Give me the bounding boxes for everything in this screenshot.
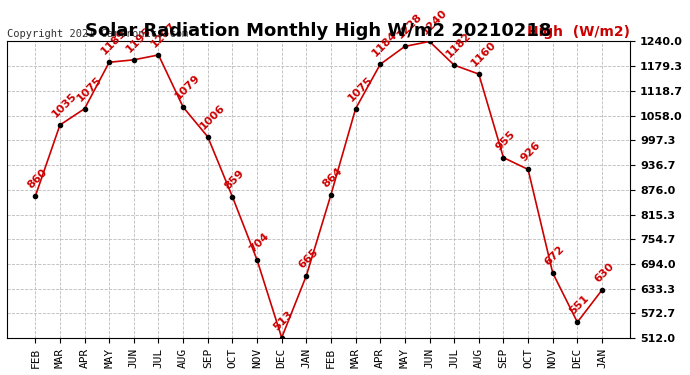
Text: 955: 955 (493, 129, 517, 152)
Text: 1075: 1075 (75, 74, 104, 103)
Text: 1075: 1075 (346, 74, 375, 103)
Text: 1035: 1035 (50, 91, 79, 120)
Text: 1184: 1184 (371, 30, 400, 59)
Title: Solar Radiation Monthly High W/m2 20210218: Solar Radiation Monthly High W/m2 202102… (86, 22, 552, 40)
Text: 926: 926 (518, 140, 542, 164)
Text: 1228: 1228 (395, 12, 424, 41)
Text: 1195: 1195 (124, 25, 153, 54)
Text: 864: 864 (321, 165, 345, 189)
Text: 672: 672 (543, 244, 566, 267)
Text: 1182: 1182 (444, 31, 473, 60)
Text: 860: 860 (26, 167, 49, 191)
Text: 551: 551 (567, 293, 591, 316)
Text: 630: 630 (592, 261, 615, 285)
Text: 513: 513 (272, 309, 295, 332)
Text: 1240: 1240 (420, 7, 448, 36)
Text: 1160: 1160 (469, 39, 498, 69)
Text: Copyright 2021 Cartronics.com: Copyright 2021 Cartronics.com (7, 28, 188, 39)
Text: 1189: 1189 (99, 28, 128, 57)
Text: 1207: 1207 (148, 21, 177, 50)
Text: High  (W/m2): High (W/m2) (527, 24, 631, 39)
Text: 665: 665 (297, 247, 320, 270)
Text: 1006: 1006 (198, 102, 227, 131)
Text: 1079: 1079 (173, 72, 202, 102)
Text: 704: 704 (247, 231, 270, 254)
Text: 859: 859 (223, 168, 246, 191)
